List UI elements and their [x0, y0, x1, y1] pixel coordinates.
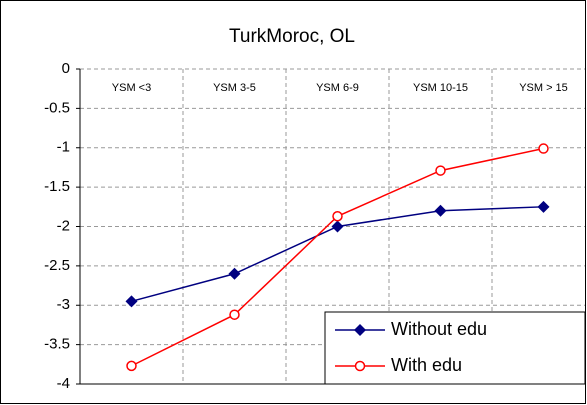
point [537, 200, 550, 213]
point [354, 324, 366, 336]
x-tick-label: YSM 6-9 [316, 82, 359, 94]
point [331, 220, 344, 233]
x-tick-label: YSM 3-5 [213, 82, 256, 94]
y-tick-label: 0 [62, 60, 70, 77]
point [434, 204, 447, 217]
legend-label: With edu [391, 355, 462, 375]
point [332, 211, 343, 222]
x-tick-label: YSM <3 [112, 82, 151, 94]
x-tick-label: YSM > 15 [519, 82, 568, 94]
y-tick-label: -4 [57, 375, 70, 392]
point [228, 267, 241, 280]
y-tick-label: -2 [57, 217, 70, 234]
point [229, 309, 240, 320]
y-tick-label: -0.5 [44, 99, 70, 116]
y-tick-label: -1.5 [44, 178, 70, 195]
point [435, 165, 446, 176]
x-tick-label: YSM 10-15 [413, 82, 468, 94]
point [538, 143, 549, 154]
legend-label: Without edu [391, 319, 487, 339]
y-tick-label: -1 [57, 139, 70, 156]
y-tick-label: -3 [57, 296, 70, 313]
y-tick-label: -3.5 [44, 336, 70, 353]
point [125, 295, 138, 308]
y-tick-label: -2.5 [44, 257, 70, 274]
chart-title: TurkMoroc, OL [229, 26, 355, 47]
point [126, 360, 137, 372]
point [354, 360, 366, 372]
legend-box [324, 311, 586, 385]
